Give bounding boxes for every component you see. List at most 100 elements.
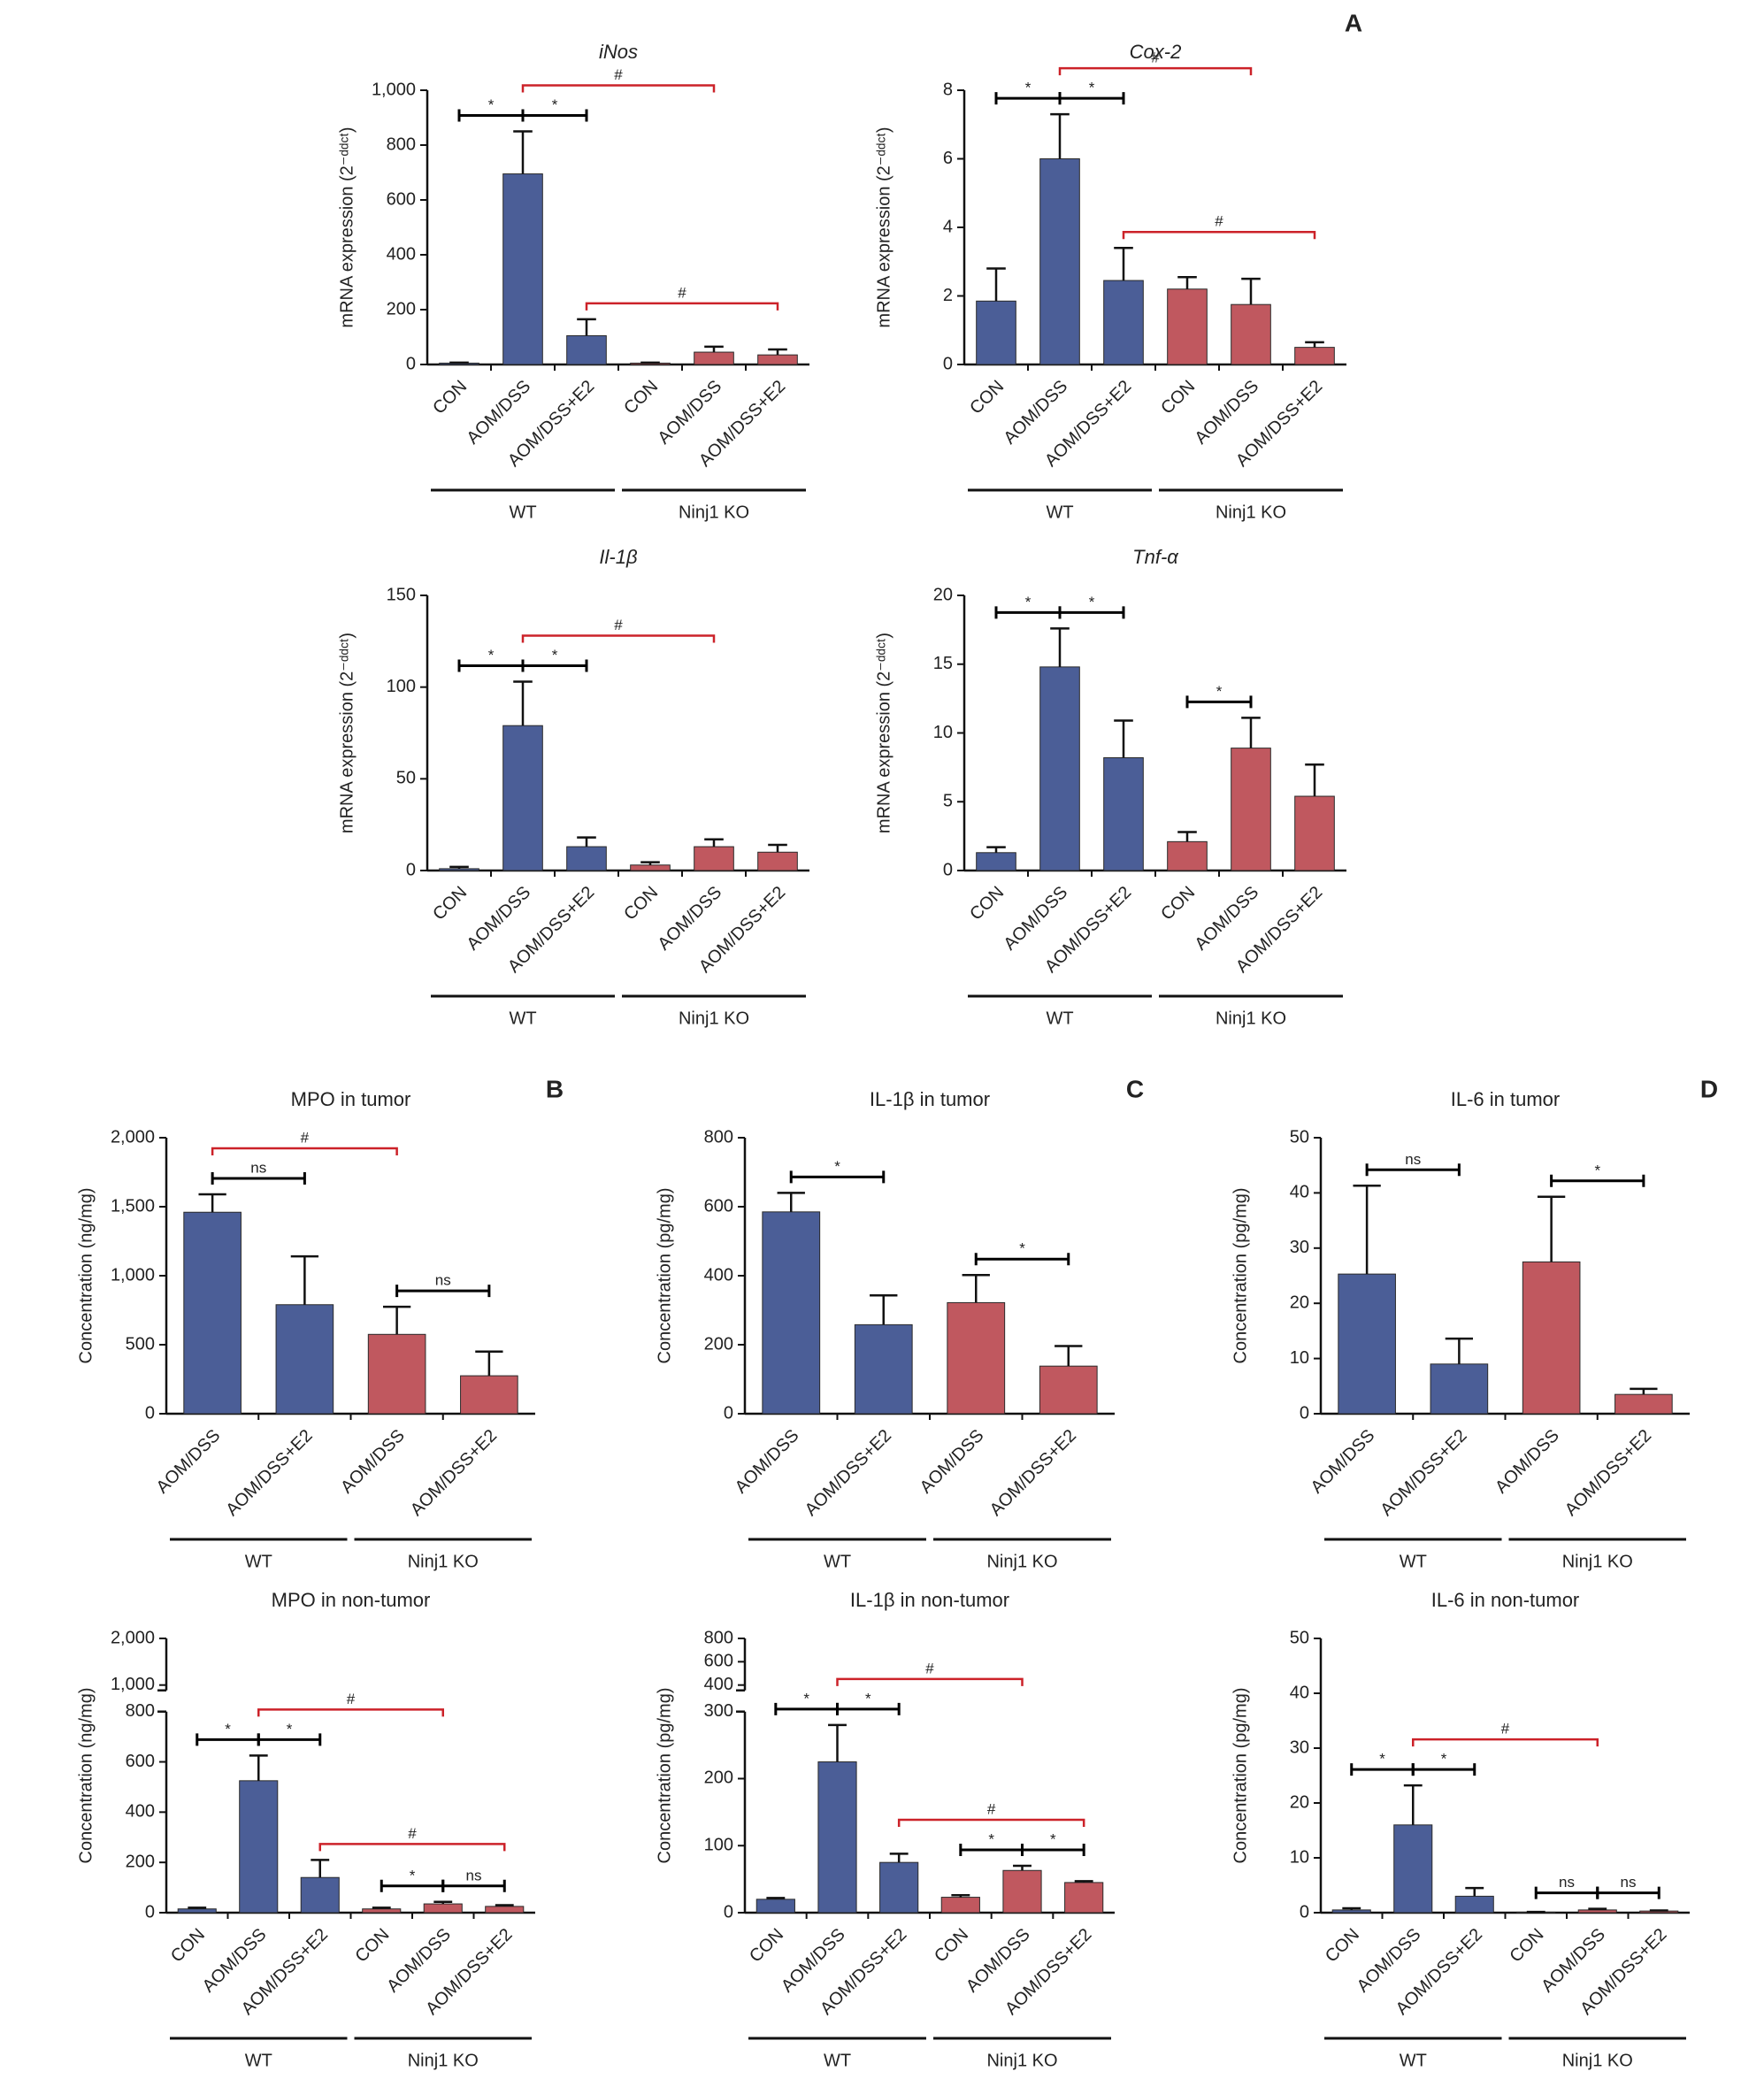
bar xyxy=(1104,757,1144,871)
error-bar xyxy=(704,840,724,847)
y-axis-label: mRNA expression (2⁻ᵈᵈᶜᵗ) xyxy=(337,127,357,327)
y-tick-label: 20 xyxy=(1290,1792,1309,1812)
significance-bracket xyxy=(1060,68,1251,75)
y-tick-label: 50 xyxy=(396,769,416,788)
group-label: WT xyxy=(824,2051,851,2070)
bar xyxy=(424,1904,462,1913)
significance-bracket xyxy=(587,303,778,311)
error-bar xyxy=(986,848,1006,853)
y-tick-label: 40 xyxy=(1290,1183,1309,1202)
y-tick-label: 20 xyxy=(933,585,953,604)
chart-title: IL-1β in non-tumor xyxy=(850,1589,1009,1611)
error-bar xyxy=(768,349,787,355)
bar xyxy=(1065,1883,1103,1913)
chart-title: MPO in non-tumor xyxy=(272,1589,431,1611)
panel-label: D xyxy=(1700,1075,1718,1102)
bar xyxy=(486,1906,524,1913)
error-bar xyxy=(986,269,1006,302)
y-tick-label: 6 xyxy=(943,149,953,168)
significance-label: * xyxy=(1050,1830,1056,1847)
y-tick-label: 2,000 xyxy=(111,1127,155,1147)
group-label: WT xyxy=(1046,502,1073,522)
chart-title: Tnf-α xyxy=(1132,546,1179,568)
significance-bracket xyxy=(1413,1739,1598,1746)
y-tick-label: 15 xyxy=(933,654,953,673)
error-bar xyxy=(1013,1866,1032,1870)
group-label: Ninj1 KO xyxy=(1562,2051,1633,2070)
significance-label: # xyxy=(408,1825,417,1842)
y-tick-label: 600 xyxy=(387,189,416,209)
significance-label: * xyxy=(865,1690,871,1707)
bar xyxy=(301,1877,339,1913)
x-tick-label: CON xyxy=(429,377,471,418)
error-bar xyxy=(1050,114,1070,158)
error-bar xyxy=(311,1860,329,1877)
significance-label: * xyxy=(552,647,558,664)
bar xyxy=(947,1302,1005,1414)
significance-label: * xyxy=(803,1690,809,1707)
significance-label: ns xyxy=(466,1867,482,1883)
error-bar xyxy=(704,347,724,352)
significance-label: # xyxy=(987,1800,996,1817)
error-bar xyxy=(828,1725,847,1762)
y-tick-label: 0 xyxy=(724,1403,733,1423)
error-bar xyxy=(577,838,596,847)
significance-label: # xyxy=(614,617,623,633)
bar xyxy=(941,1898,979,1913)
error-bar xyxy=(249,1755,268,1780)
chart-title: MPO in tumor xyxy=(291,1088,411,1110)
bar xyxy=(567,335,607,364)
y-axis-label: Concentration (ng/mg) xyxy=(76,1688,96,1864)
group-label: Ninj1 KO xyxy=(679,502,749,522)
x-tick-label: AOM/DSS xyxy=(917,1426,988,1498)
significance-label: * xyxy=(1216,683,1223,700)
significance-label: # xyxy=(347,1691,356,1707)
significance-label: ns xyxy=(435,1272,451,1289)
error-bar xyxy=(1465,1888,1484,1896)
group-label: WT xyxy=(245,2051,272,2070)
bar xyxy=(1295,796,1335,871)
y-tick-label: 400 xyxy=(387,244,416,264)
y-tick-label: 50 xyxy=(1290,1127,1309,1147)
significance-label: * xyxy=(488,647,495,664)
y-tick-label: 400 xyxy=(126,1802,155,1822)
significance-bracket xyxy=(258,1709,443,1716)
significance-label: * xyxy=(1025,80,1032,96)
bar xyxy=(1295,348,1335,364)
bar xyxy=(1615,1394,1673,1414)
bar xyxy=(1168,289,1208,364)
y-tick-label: 0 xyxy=(1300,1902,1309,1922)
bar xyxy=(184,1212,242,1414)
y-tick-label: 2 xyxy=(943,286,953,305)
x-tick-label: CON xyxy=(746,1925,787,1967)
y-tick-label: 10 xyxy=(1290,1847,1309,1867)
significance-label: * xyxy=(225,1721,231,1738)
y-tick-label: 800 xyxy=(704,1127,733,1147)
bar xyxy=(631,865,671,871)
group-label: WT xyxy=(824,1552,851,1571)
x-tick-label: CON xyxy=(620,883,662,924)
group-label: Ninj1 KO xyxy=(986,1552,1057,1571)
bar xyxy=(758,852,798,871)
y-tick-label: 150 xyxy=(387,585,416,604)
x-tick-label: CON xyxy=(429,883,471,924)
y-tick-label: 40 xyxy=(1290,1683,1309,1702)
error-bar xyxy=(513,681,533,725)
bar xyxy=(756,1899,794,1913)
significance-label: * xyxy=(1089,594,1095,610)
significance-bracket xyxy=(838,1679,1023,1686)
chart-title: IL-6 in non-tumor xyxy=(1431,1589,1580,1611)
chart-title: IL-1β in tumor xyxy=(870,1088,990,1110)
significance-label: # xyxy=(1215,213,1223,230)
x-tick-label: CON xyxy=(966,883,1008,924)
chart-title: IL-6 in tumor xyxy=(1451,1088,1561,1110)
significance-label: * xyxy=(1025,594,1032,610)
significance-label: * xyxy=(988,1830,994,1847)
x-tick-label: AOM/DSS+E2 xyxy=(986,1426,1080,1520)
y-tick-label: 10 xyxy=(933,723,953,742)
error-bar xyxy=(1241,717,1261,748)
y-tick-label: 10 xyxy=(1290,1348,1309,1368)
significance-label: # xyxy=(925,1660,934,1676)
